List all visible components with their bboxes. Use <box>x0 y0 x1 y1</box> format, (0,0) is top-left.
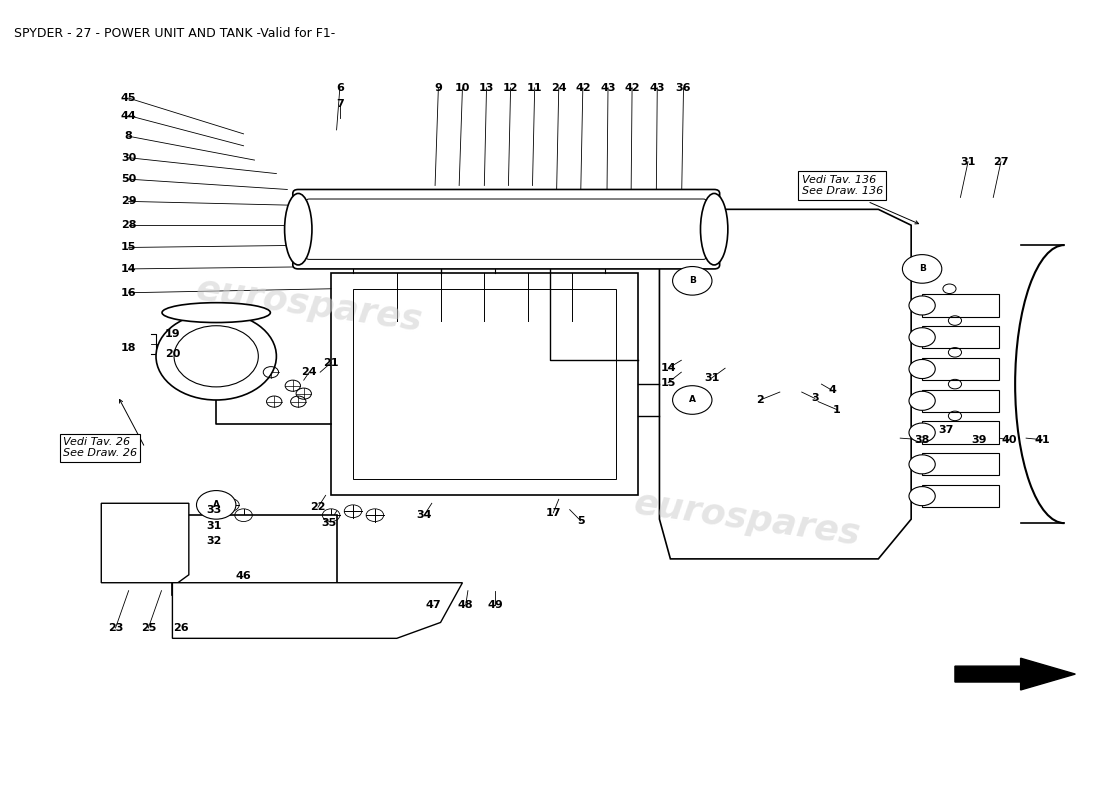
Circle shape <box>156 313 276 400</box>
Text: 37: 37 <box>938 425 954 435</box>
Circle shape <box>909 296 935 315</box>
Text: 30: 30 <box>121 153 136 162</box>
Polygon shape <box>101 503 189 582</box>
Ellipse shape <box>162 302 271 322</box>
Polygon shape <box>173 582 462 638</box>
Text: 13: 13 <box>478 82 494 93</box>
Text: 43: 43 <box>649 82 666 93</box>
Ellipse shape <box>285 194 312 265</box>
Circle shape <box>909 486 935 506</box>
Text: 15: 15 <box>121 242 136 253</box>
Text: 14: 14 <box>121 264 136 274</box>
Text: 41: 41 <box>1035 434 1050 445</box>
Text: 7: 7 <box>336 98 343 109</box>
Ellipse shape <box>701 194 728 265</box>
Circle shape <box>197 490 235 519</box>
Bar <box>922 326 999 348</box>
Text: 43: 43 <box>601 82 616 93</box>
Text: 2: 2 <box>757 395 764 405</box>
Text: eurospares: eurospares <box>631 486 862 552</box>
Text: 42: 42 <box>575 82 591 93</box>
Text: 35: 35 <box>321 518 337 528</box>
Text: 1: 1 <box>833 405 840 414</box>
Text: 40: 40 <box>1002 434 1018 445</box>
Text: 39: 39 <box>971 434 987 445</box>
Text: 15: 15 <box>660 378 675 387</box>
Text: 24: 24 <box>301 367 317 377</box>
Text: 10: 10 <box>454 82 470 93</box>
Text: 31: 31 <box>207 521 222 530</box>
Text: 14: 14 <box>660 363 676 374</box>
Text: 31: 31 <box>704 373 719 382</box>
Circle shape <box>909 423 935 442</box>
Circle shape <box>909 455 935 474</box>
Text: 5: 5 <box>576 516 584 526</box>
Text: 6: 6 <box>336 82 344 93</box>
Bar <box>922 422 999 444</box>
Bar <box>922 358 999 380</box>
Circle shape <box>909 359 935 378</box>
Text: 3: 3 <box>811 394 818 403</box>
Bar <box>331 273 638 495</box>
Polygon shape <box>659 210 911 559</box>
Text: 8: 8 <box>124 131 132 142</box>
Text: 49: 49 <box>487 600 503 610</box>
Text: 25: 25 <box>141 623 156 633</box>
Text: 33: 33 <box>207 505 221 514</box>
Circle shape <box>909 328 935 346</box>
Text: 24: 24 <box>551 82 566 93</box>
Text: 42: 42 <box>625 82 640 93</box>
Text: Vedi Tav. 26
See Draw. 26: Vedi Tav. 26 See Draw. 26 <box>63 437 138 458</box>
Text: 46: 46 <box>235 571 252 582</box>
Bar <box>922 390 999 412</box>
Text: 12: 12 <box>503 82 518 93</box>
Text: 26: 26 <box>174 623 189 633</box>
Bar <box>353 289 616 479</box>
Text: A: A <box>212 500 220 510</box>
Bar <box>922 294 999 317</box>
Text: 28: 28 <box>121 220 136 230</box>
Text: eurospares: eurospares <box>194 272 425 338</box>
Text: 19: 19 <box>165 329 180 339</box>
Circle shape <box>672 386 712 414</box>
Text: 32: 32 <box>207 537 222 546</box>
Text: 20: 20 <box>165 349 180 359</box>
Text: 47: 47 <box>425 600 441 610</box>
Text: 38: 38 <box>914 434 929 445</box>
Text: 31: 31 <box>960 157 976 166</box>
Text: 29: 29 <box>121 196 136 206</box>
Text: 45: 45 <box>121 93 136 103</box>
Text: B: B <box>918 265 925 274</box>
Text: 17: 17 <box>546 508 561 518</box>
Text: 16: 16 <box>121 288 136 298</box>
Bar <box>922 454 999 475</box>
Text: 18: 18 <box>121 343 136 354</box>
Text: 48: 48 <box>458 600 473 610</box>
Text: 22: 22 <box>310 502 326 512</box>
Text: 4: 4 <box>828 386 836 395</box>
Circle shape <box>672 266 712 295</box>
Text: 34: 34 <box>417 510 432 520</box>
Text: 21: 21 <box>323 358 339 368</box>
Text: 9: 9 <box>434 82 442 93</box>
Text: A: A <box>689 395 696 405</box>
Circle shape <box>902 254 942 283</box>
Text: 36: 36 <box>675 82 691 93</box>
Bar <box>922 485 999 507</box>
Text: 44: 44 <box>121 110 136 121</box>
Text: 23: 23 <box>108 623 123 633</box>
Text: 27: 27 <box>993 157 1009 166</box>
Text: 11: 11 <box>527 82 542 93</box>
FancyBboxPatch shape <box>293 190 719 269</box>
Circle shape <box>909 391 935 410</box>
Text: SPYDER - 27 - POWER UNIT AND TANK -Valid for F1-: SPYDER - 27 - POWER UNIT AND TANK -Valid… <box>13 26 335 40</box>
Text: B: B <box>689 276 695 286</box>
Polygon shape <box>955 658 1076 690</box>
Bar <box>173 515 337 594</box>
Text: Vedi Tav. 136
See Draw. 136: Vedi Tav. 136 See Draw. 136 <box>802 174 883 196</box>
Text: 50: 50 <box>121 174 136 184</box>
